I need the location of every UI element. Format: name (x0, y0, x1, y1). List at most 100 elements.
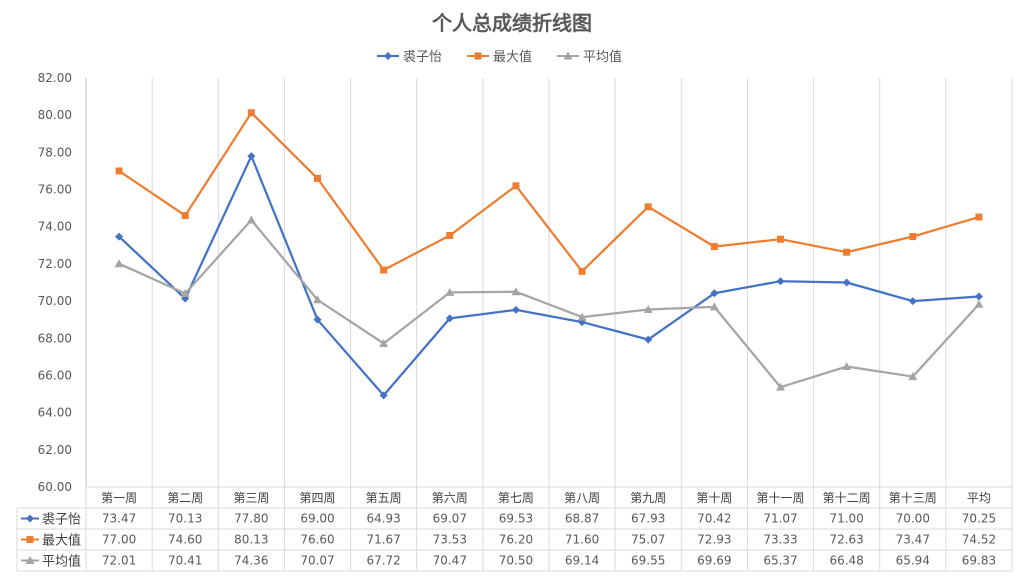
table-cell: 76.60 (300, 533, 334, 547)
table-cell: 71.67 (366, 533, 400, 547)
table-cell: 69.14 (565, 554, 599, 568)
data-point (842, 362, 852, 371)
data-point (776, 382, 785, 391)
table-cell: 67.72 (366, 554, 400, 568)
data-point (314, 174, 321, 182)
table-cell: 72.93 (697, 533, 731, 547)
table-cell: 70.25 (962, 512, 996, 526)
legend-marker (384, 52, 392, 60)
data-point (247, 109, 255, 117)
x-tick-label: 第二周 (167, 491, 203, 505)
table-cell: 70.50 (499, 554, 533, 568)
y-tick-label: 64.00 (38, 406, 72, 420)
table-row-3: 平均值 72.01 70.41 74.36 70.07 67.72 70.47 70.50 69… (21, 554, 996, 570)
table-series-name: 裘子怡 (42, 512, 81, 528)
table-cell: 75.07 (631, 533, 665, 547)
data-point (246, 215, 256, 224)
x-tick-label: 第八周 (564, 491, 600, 505)
table-series-name: 平均值 (42, 554, 81, 570)
table-cell: 69.53 (499, 512, 533, 526)
x-tick-label: 第九周 (630, 491, 666, 505)
data-point (511, 305, 520, 314)
data-point (115, 232, 124, 241)
data-point (777, 235, 784, 243)
table-cell: 71.00 (829, 512, 863, 526)
x-tick-label: 平均 (967, 491, 991, 505)
data-point (709, 302, 719, 311)
table-cell: 69.55 (631, 554, 665, 568)
x-tick-label: 第一周 (101, 491, 137, 505)
x-tick-label: 第七周 (498, 491, 534, 505)
table-cell: 76.20 (499, 533, 533, 547)
table-cell: 72.01 (102, 554, 136, 568)
table-legend-marker (25, 556, 35, 564)
data-point (313, 295, 322, 304)
legend-item-2: 最大值 (467, 49, 532, 65)
table-cell: 69.00 (300, 512, 334, 526)
x-tick-label: 第十二周 (823, 491, 871, 505)
table-cell: 66.48 (829, 554, 863, 568)
table-cell: 80.13 (234, 533, 268, 547)
data-point (975, 213, 983, 221)
legend-marker (563, 51, 573, 60)
series-3 (114, 215, 984, 391)
data-point (380, 266, 388, 274)
table-cell: 70.41 (168, 554, 202, 568)
data-point (974, 299, 984, 308)
y-tick-label: 80.00 (38, 108, 72, 122)
y-tick-label: 66.00 (38, 368, 72, 382)
table-series-name: 最大值 (42, 533, 81, 549)
data-point (115, 167, 123, 175)
table-cell: 64.93 (366, 512, 400, 526)
table-cell: 77.80 (234, 512, 268, 526)
series-1 (115, 152, 983, 400)
table-cell: 77.00 (102, 533, 136, 547)
y-tick-label: 78.00 (38, 145, 72, 159)
data-point (710, 243, 718, 251)
y-tick-label: 68.00 (38, 331, 72, 345)
legend-label: 平均值 (583, 49, 622, 65)
table-cell: 71.07 (763, 512, 797, 526)
y-tick-label: 82.00 (38, 71, 72, 85)
legend-label: 最大值 (493, 49, 532, 65)
table-cell: 70.00 (896, 512, 930, 526)
data-point (578, 267, 586, 275)
table-cell: 69.69 (697, 554, 731, 568)
table-cell: 70.13 (168, 512, 202, 526)
x-tick-label: 第五周 (366, 491, 402, 505)
table-cell: 74.36 (234, 554, 268, 568)
x-tick-label: 第六周 (432, 491, 468, 505)
y-tick-label: 62.00 (38, 443, 72, 457)
data-point (776, 277, 785, 286)
data-point (446, 231, 454, 239)
table-cell: 73.33 (763, 533, 797, 547)
data-point (445, 287, 455, 296)
data-point (313, 315, 322, 324)
x-tick-label: 第三周 (233, 491, 269, 505)
table-cell: 65.37 (763, 554, 797, 568)
data-point (181, 212, 189, 220)
table-cell: 70.47 (433, 554, 467, 568)
data-point (908, 297, 917, 306)
data-point (379, 391, 388, 400)
data-point (843, 248, 851, 256)
table-cell: 67.93 (631, 512, 665, 526)
data-point (974, 292, 983, 301)
data-point (512, 182, 520, 190)
legend-marker (474, 52, 482, 60)
data-point (445, 314, 454, 323)
y-tick-label: 72.00 (38, 257, 72, 271)
table-cell: 70.42 (697, 512, 731, 526)
legend-item-1: 裘子怡 (377, 49, 442, 65)
table-legend-marker (26, 536, 34, 543)
data-point (577, 312, 587, 321)
legend-item-3: 平均值 (557, 49, 622, 65)
data-point (909, 233, 917, 241)
data-point (643, 304, 653, 313)
table-cell: 73.47 (896, 533, 930, 547)
x-tick-label: 第十三周 (889, 491, 937, 505)
table-cell: 74.60 (168, 533, 202, 547)
x-tick-label: 第四周 (299, 491, 335, 505)
series-line (118, 111, 980, 273)
